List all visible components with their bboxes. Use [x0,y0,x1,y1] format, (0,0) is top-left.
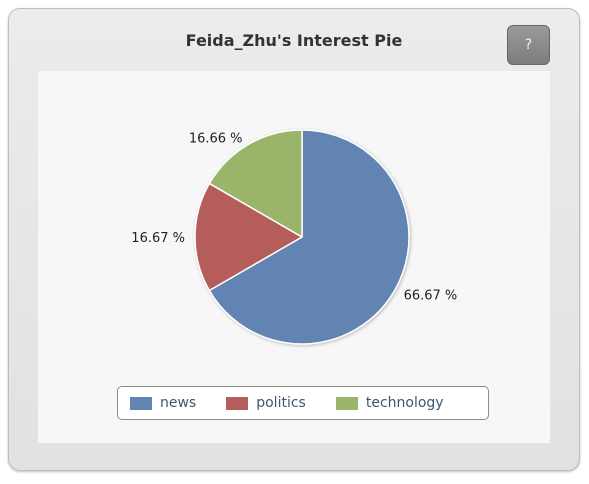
pie-slice-politics[interactable] [194,182,303,292]
legend-swatch-politics [226,396,249,410]
data-label-news: 66.67 % [404,289,458,304]
data-label-technology: 16.66 % [189,131,243,146]
legend-label-news: news [160,395,197,411]
interest-pie-widget: Feida_Zhu's Interest Pie ? 66.67 % 16.67 … [8,8,580,471]
legend-label-technology: technology [365,395,444,411]
help-button[interactable]: ? [507,25,550,65]
legend-item-technology[interactable]: technology [335,395,444,411]
legend-swatch-technology [335,396,358,410]
chart-legend: news politics technology [117,386,489,420]
pie-chart: 66.67 % 16.67 % 16.66 % [131,129,458,345]
pie-slice-news[interactable] [208,129,410,345]
pie-slice-technology[interactable] [208,129,303,238]
chart-plot-area: 66.67 % 16.67 % 16.66 % news politics tech… [38,71,550,443]
legend-label-politics: politics [256,395,306,411]
data-label-politics: 16.67 % [131,231,185,246]
legend-swatch-news [130,396,152,410]
chart-title: Feida_Zhu's Interest Pie [185,31,403,50]
legend-item-news[interactable]: news [130,395,196,411]
legend-item-politics[interactable]: politics [226,395,306,411]
